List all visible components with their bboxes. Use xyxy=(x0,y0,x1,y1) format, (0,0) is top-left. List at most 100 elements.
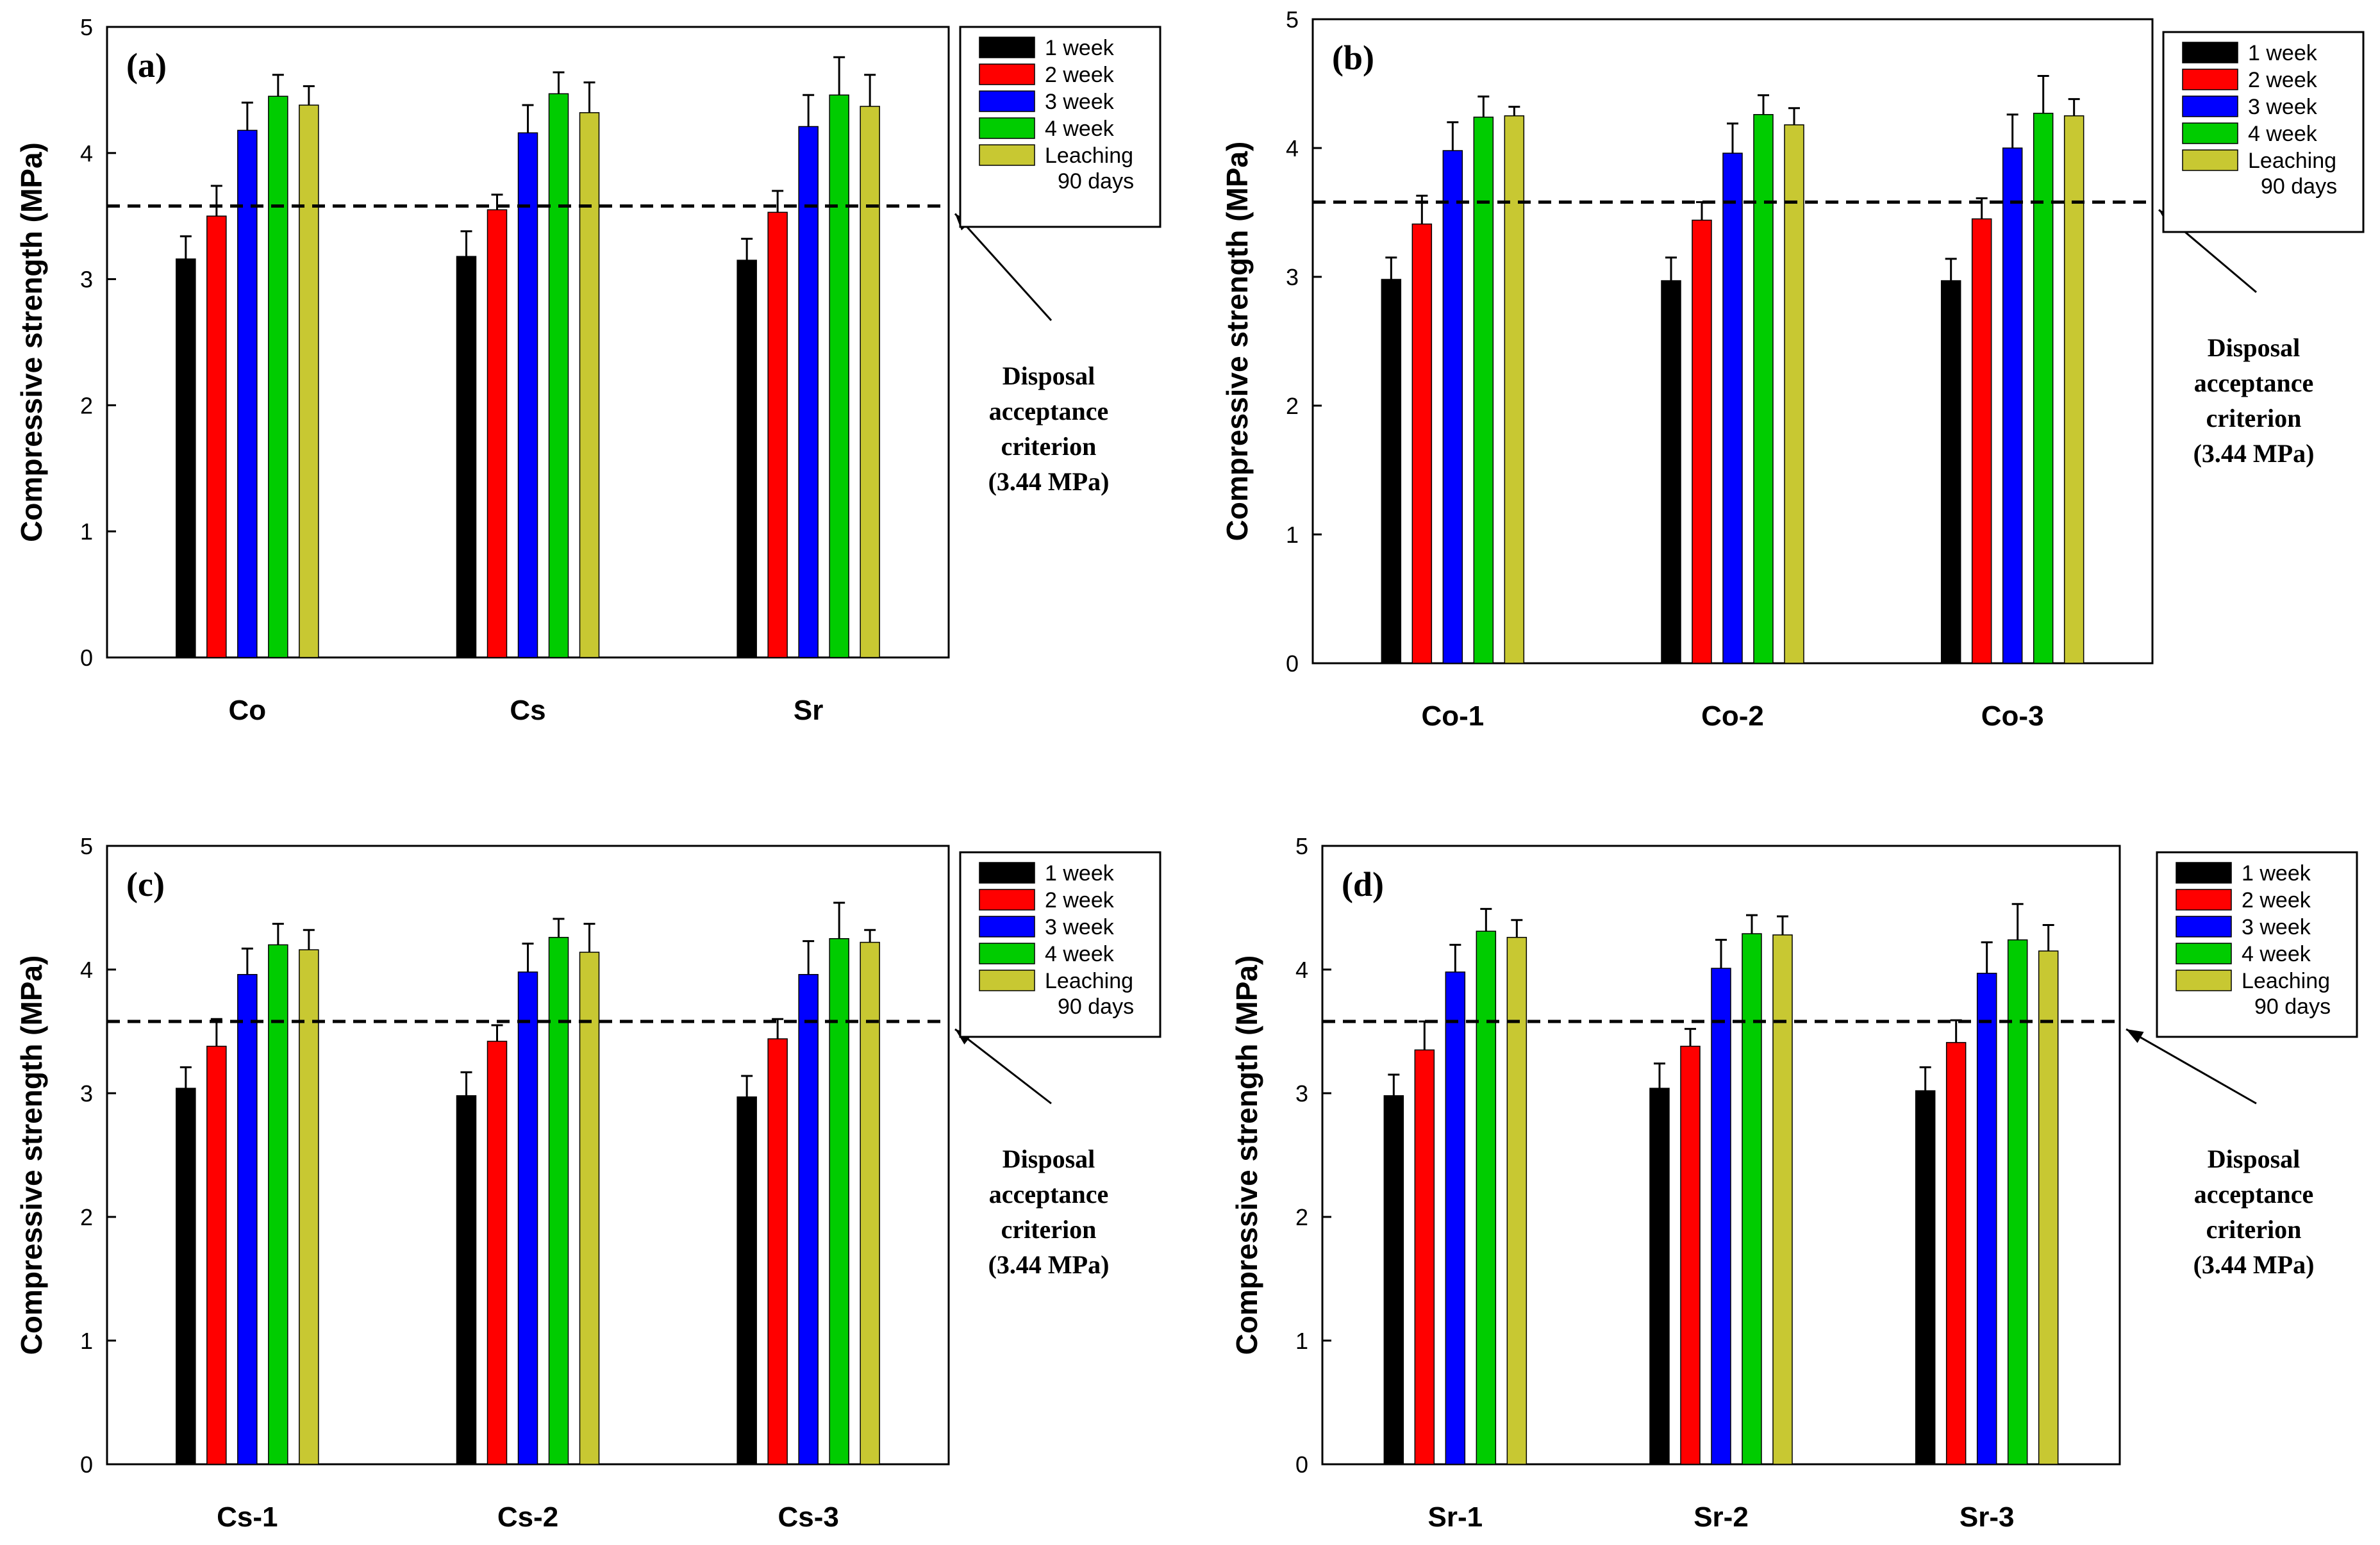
bar xyxy=(1753,113,1774,664)
chart-panel-2: 0 1 2 3 4 5 Compressive strength (MPa) (c) Cs-1 C… xyxy=(15,833,1161,1533)
bar xyxy=(1383,1095,1404,1465)
bar xyxy=(829,94,849,658)
x-tick-label: Co-2 xyxy=(1701,700,1764,732)
legend-label: 90 days xyxy=(2254,995,2331,1019)
bar xyxy=(1692,219,1712,664)
x-tick-label: Sr xyxy=(794,695,823,726)
legend-label: 4 week xyxy=(1045,942,1115,966)
y-tick-label: 3 xyxy=(1295,1080,1308,1107)
criterion-label: Disposal xyxy=(1003,361,1095,390)
legend-label: Leaching xyxy=(2242,969,2330,993)
legend-label: 1 week xyxy=(1045,36,1115,60)
x-tick-label: Co-1 xyxy=(1421,700,1484,732)
criterion-label: Disposal xyxy=(1003,1144,1095,1173)
bar xyxy=(767,1038,788,1465)
bar xyxy=(860,106,880,658)
bar xyxy=(237,129,258,658)
y-tick-label: 4 xyxy=(1295,957,1308,983)
legend-swatch xyxy=(979,943,1035,964)
legend-label: 3 week xyxy=(2248,95,2318,119)
legend-swatch xyxy=(2176,916,2232,938)
legend-swatch xyxy=(2182,95,2238,117)
bar xyxy=(299,104,319,658)
bar xyxy=(1649,1087,1670,1465)
bar xyxy=(2038,950,2059,1465)
criterion-arrow xyxy=(2126,1028,2257,1105)
legend-swatch xyxy=(979,37,1035,58)
legend-label: 2 week xyxy=(1045,888,1115,913)
legend-label: 90 days xyxy=(1058,169,1134,194)
bar xyxy=(579,952,600,1465)
legend-swatch xyxy=(2176,889,2232,911)
y-tick-label: 1 xyxy=(1286,522,1299,548)
criterion-label: Disposal xyxy=(2208,333,2301,362)
bar xyxy=(206,215,227,658)
y-tick-label: 4 xyxy=(80,957,93,983)
y-tick-label: 5 xyxy=(80,14,93,40)
x-tick-label: Cs xyxy=(510,695,545,726)
chart-panel-1: 0 1 2 3 4 5 Compressive strength (MPa) (b) Co-1 C… xyxy=(1220,6,2365,732)
bar xyxy=(206,1045,227,1465)
y-tick-label: 5 xyxy=(1295,833,1308,859)
x-tick-label: Sr-2 xyxy=(1693,1501,1749,1533)
bar xyxy=(487,1041,508,1465)
y-axis-label: Compressive strength (MPa) xyxy=(15,955,48,1355)
bar xyxy=(517,971,538,1465)
bar xyxy=(1506,937,1527,1465)
criterion-arrow xyxy=(954,213,1053,322)
criterion-label: Disposal xyxy=(2208,1144,2301,1173)
bar xyxy=(767,211,788,658)
legend-label: 90 days xyxy=(1058,995,1134,1019)
bar xyxy=(2063,115,2085,664)
legend-label: 3 week xyxy=(1045,90,1115,114)
legend-label: 1 week xyxy=(2242,861,2311,886)
criterion-label: acceptance xyxy=(989,397,1109,425)
chart-panel-3: 0 1 2 3 4 5 Compressive strength (MPa) (d) Sr-1 S… xyxy=(1230,833,2358,1533)
legend-swatch xyxy=(979,970,1035,991)
bar xyxy=(579,112,600,658)
y-axis-label: Compressive strength (MPa) xyxy=(15,142,48,542)
legend-swatch xyxy=(979,117,1035,139)
y-tick-label: 1 xyxy=(80,518,93,545)
y-axis-label: Compressive strength (MPa) xyxy=(1220,142,1254,541)
criterion-label: (3.44 MPa) xyxy=(2193,439,2315,468)
bar xyxy=(798,126,819,658)
bar xyxy=(548,93,569,658)
criterion-label: criterion xyxy=(1001,1215,1097,1244)
arrow-head xyxy=(2126,1029,2144,1043)
bar xyxy=(1476,930,1497,1465)
bar xyxy=(456,1095,477,1465)
bar xyxy=(2007,939,2028,1465)
legend-swatch xyxy=(979,916,1035,938)
x-tick-label: Sr-1 xyxy=(1428,1501,1483,1533)
legend-swatch xyxy=(979,889,1035,911)
bar xyxy=(798,973,819,1465)
y-tick-label: 0 xyxy=(1286,650,1299,677)
legend-swatch xyxy=(2176,862,2232,884)
x-tick-label: Co-3 xyxy=(1981,700,2044,732)
x-tick-label: Sr-3 xyxy=(1960,1501,2015,1533)
y-tick-label: 1 xyxy=(80,1328,93,1354)
bar xyxy=(1381,279,1402,664)
bar xyxy=(1945,1042,1967,1465)
legend-label: 4 week xyxy=(2242,942,2311,966)
y-tick-label: 4 xyxy=(1286,135,1299,161)
y-tick-label: 5 xyxy=(1286,6,1299,33)
legend-swatch xyxy=(979,862,1035,884)
panel-label: (c) xyxy=(126,865,165,904)
criterion-label: acceptance xyxy=(2194,1180,2314,1209)
criterion-label: criterion xyxy=(1001,432,1097,461)
legend-label: Leaching xyxy=(1045,144,1133,168)
y-tick-label: 0 xyxy=(1295,1451,1308,1478)
bar xyxy=(2002,147,2023,664)
y-tick-label: 2 xyxy=(80,392,93,418)
bar xyxy=(2033,112,2054,664)
bar xyxy=(1940,280,1961,664)
legend-label: 1 week xyxy=(2248,41,2318,65)
bar xyxy=(1445,971,1466,1465)
bar xyxy=(1680,1045,1701,1465)
legend-swatch xyxy=(979,63,1035,85)
criterion-label: criterion xyxy=(2206,1215,2302,1244)
